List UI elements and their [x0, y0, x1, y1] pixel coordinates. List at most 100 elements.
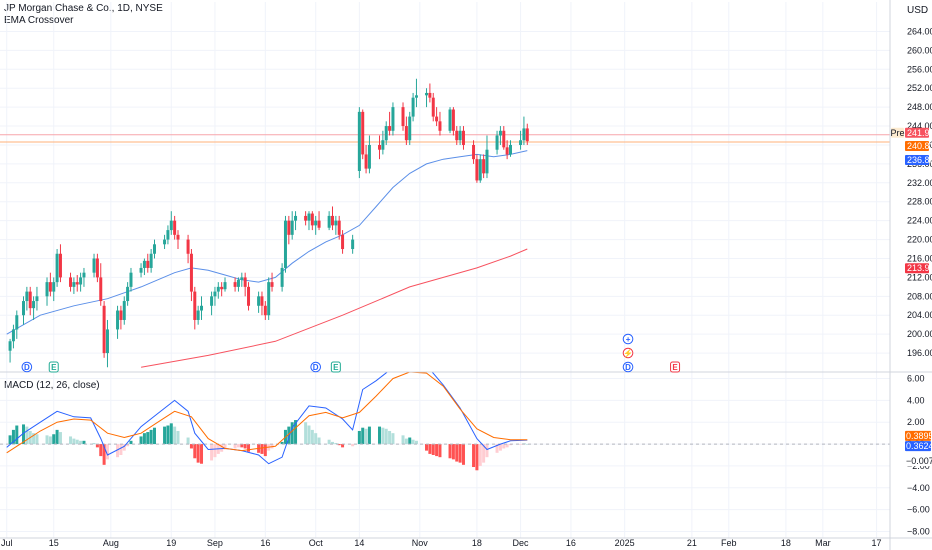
macd-histogram-bar[interactable]: [152, 427, 156, 445]
macd-histogram-bar[interactable]: [351, 444, 355, 447]
macd-histogram-bar[interactable]: [411, 439, 415, 445]
macd-histogram-bar[interactable]: [461, 444, 465, 465]
candle-body[interactable]: [505, 147, 509, 155]
macd-histogram-bar[interactable]: [129, 440, 133, 445]
macd_line[interactable]: [6, 361, 528, 465]
macd-histogram-bar[interactable]: [169, 423, 173, 445]
macd-histogram-bar[interactable]: [176, 430, 180, 445]
macd-histogram-bar[interactable]: [367, 426, 371, 445]
macd-histogram-bar[interactable]: [505, 444, 509, 448]
price-pane[interactable]: [0, 78, 890, 368]
candle-body[interactable]: [341, 234, 345, 250]
candle-body[interactable]: [69, 277, 73, 287]
candle-body[interactable]: [247, 286, 251, 306]
candle-body[interactable]: [388, 126, 392, 131]
macd-histogram-bar[interactable]: [408, 437, 412, 445]
macd-histogram-bar[interactable]: [388, 430, 392, 445]
macd-histogram-bar[interactable]: [357, 430, 361, 445]
candle-body[interactable]: [472, 144, 476, 160]
macd-histogram-bar[interactable]: [52, 434, 56, 445]
macd-histogram-bar[interactable]: [482, 444, 486, 463]
macd-histogram-bar[interactable]: [310, 429, 314, 445]
candle-body[interactable]: [455, 130, 459, 141]
indicator-label[interactable]: EMA Crossover: [4, 15, 74, 26]
macd-histogram-bar[interactable]: [401, 435, 405, 445]
price-tag-ema_fast[interactable]: [905, 154, 929, 165]
candle-body[interactable]: [260, 296, 264, 306]
macd-histogram-bar[interactable]: [69, 436, 73, 445]
dividend-marker[interactable]: [622, 361, 634, 373]
macd-histogram-bar[interactable]: [317, 437, 321, 445]
candle-body[interactable]: [119, 310, 123, 320]
candle-body[interactable]: [243, 277, 247, 287]
candle-body[interactable]: [189, 253, 193, 292]
macd-histogram-bar[interactable]: [502, 444, 506, 449]
candle-body[interactable]: [116, 310, 120, 330]
event-markers[interactable]: D E D E D + ⚡ E: [21, 333, 681, 373]
candle-body[interactable]: [438, 121, 442, 131]
candle-body[interactable]: [58, 253, 62, 278]
candle-body[interactable]: [448, 109, 452, 131]
candle-body[interactable]: [82, 272, 86, 278]
candle-body[interactable]: [283, 220, 287, 268]
macd-histogram-bar[interactable]: [428, 444, 432, 454]
macd-histogram-bar[interactable]: [438, 444, 442, 458]
macd-histogram-bar[interactable]: [404, 438, 408, 445]
candle-body[interactable]: [451, 109, 455, 131]
macd-tag-signal[interactable]: [905, 430, 931, 441]
macd-histogram-bar[interactable]: [119, 444, 123, 455]
candle-body[interactable]: [213, 291, 217, 297]
candle-body[interactable]: [337, 220, 341, 235]
price-tag-current[interactable]: [905, 127, 929, 138]
candle-body[interactable]: [149, 253, 153, 268]
macd-histogram-bar[interactable]: [508, 444, 512, 446]
macd-histogram-bar[interactable]: [314, 433, 318, 445]
macd-histogram-bar[interactable]: [236, 444, 240, 448]
candle-body[interactable]: [519, 140, 523, 145]
macd-histogram-bar[interactable]: [149, 429, 153, 445]
macd-histogram-bar[interactable]: [280, 441, 284, 445]
macd-histogram-bar[interactable]: [126, 444, 130, 447]
candle-body[interactable]: [525, 128, 529, 142]
macd-histogram-bar[interactable]: [8, 435, 12, 445]
macd-histogram-bar[interactable]: [435, 444, 439, 457]
candle-body[interactable]: [163, 239, 167, 245]
macd-histogram-bar[interactable]: [378, 426, 382, 445]
macd-histogram-bar[interactable]: [116, 444, 120, 458]
macd-tag-macd[interactable]: [905, 441, 931, 452]
macd-histogram-bar[interactable]: [166, 425, 170, 445]
candle-body[interactable]: [498, 130, 502, 136]
candle-body[interactable]: [8, 341, 12, 351]
macd-histogram-bar[interactable]: [519, 444, 523, 445]
candle-body[interactable]: [233, 282, 237, 287]
macd-histogram-bar[interactable]: [72, 438, 76, 445]
macd-histogram-bar[interactable]: [425, 444, 429, 451]
price-tag-ema_slow[interactable]: [905, 263, 929, 274]
macd-histogram-bar[interactable]: [122, 444, 126, 451]
candle-body[interactable]: [166, 230, 170, 240]
candle-body[interactable]: [102, 305, 106, 354]
add-marker[interactable]: [622, 333, 634, 345]
candle-body[interactable]: [408, 116, 412, 141]
macd-histogram-bar[interactable]: [451, 444, 455, 460]
candle-body[interactable]: [287, 220, 291, 235]
macd-histogram-bar[interactable]: [58, 432, 62, 445]
candle-body[interactable]: [263, 305, 267, 316]
candle-body[interactable]: [55, 253, 59, 283]
candle-body[interactable]: [95, 258, 99, 278]
candle-body[interactable]: [146, 260, 150, 268]
candle-body[interactable]: [334, 220, 338, 226]
candle-body[interactable]: [384, 126, 388, 141]
earnings-marker[interactable]: [670, 361, 681, 373]
macd-pane[interactable]: [0, 361, 890, 471]
candle-body[interactable]: [314, 220, 318, 226]
macd-histogram-bar[interactable]: [105, 444, 109, 460]
candle-body[interactable]: [169, 220, 173, 231]
macd-histogram-bar[interactable]: [391, 433, 395, 445]
macd-histogram-bar[interactable]: [472, 444, 476, 468]
macd-histogram-bar[interactable]: [99, 444, 103, 457]
candle-body[interactable]: [92, 258, 96, 273]
candle-body[interactable]: [381, 140, 385, 150]
macd-histogram-bar[interactable]: [260, 444, 264, 454]
